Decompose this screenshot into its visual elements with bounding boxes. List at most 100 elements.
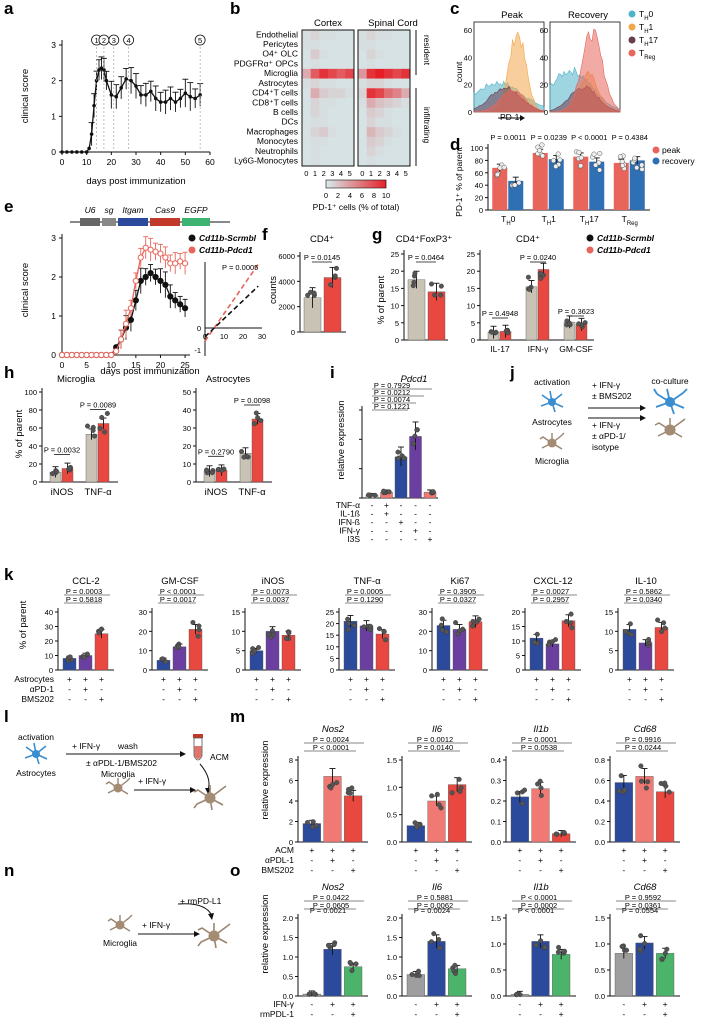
o-3-ytick-label: 0.5 [595,966,605,975]
k-grid-0-row-label: Astrocytes [14,674,54,684]
h-ytick-label: 80 [29,406,37,415]
b-cell-cortex [345,78,355,89]
panel-j-cond1-line1: + IFN-γ [592,380,621,390]
b-cell-spinal [375,39,385,50]
k-6-point [659,629,665,635]
k-4-point [439,616,445,622]
b-cell-cortex [336,136,346,147]
panel-label-f: f [262,225,268,244]
m-1-pvalue: P = 0.0012 [417,735,453,744]
b-cbar-cell [334,180,337,188]
b-cell-spinal [392,78,402,89]
panel-i-ylabel: relative expression [336,400,347,479]
a-point [129,78,133,83]
k-grid-6-cell: - [628,684,631,694]
panel-j-micro-cell [539,432,565,450]
panel-l-step2: wash [117,741,138,751]
k-5-point [568,611,574,617]
a-marker-label: 4 [127,36,131,45]
b-cell-cortex [345,127,355,138]
b-cell-cortex [310,107,320,118]
d-bar-recovery [589,161,605,210]
k-3-pvalue: P = 0.0005 [347,587,383,596]
b-cell-spinal [384,136,393,147]
panel-f-chart: 0 2000 4000 6000 P = 0.0145 [278,252,346,337]
b-cell-spinal [375,156,385,167]
a-point [178,96,183,101]
k-4-point [470,618,476,624]
g2-point [527,286,533,292]
b-cell-cortex [302,78,311,89]
b-row-label: B cells [273,107,298,117]
k-0-point [96,630,102,636]
d-point [494,172,500,178]
b-cell-spinal [392,156,402,167]
o-3-point [662,950,668,956]
panel-n-micro-cell [107,914,133,932]
m-grid-3-cell: - [622,855,625,865]
b-cell-cortex [319,98,329,109]
k-3-point [381,629,387,635]
m-2-ytick-label: 0.1 [491,818,501,827]
b-cell-cortex [302,156,311,167]
k-5-point [568,620,574,626]
panel-label-g: g [372,225,382,244]
o-1-ytick-label: 1.5 [387,934,397,943]
b-cell-cortex [328,39,337,50]
m-2-point [561,830,567,836]
b-cell-spinal [401,49,411,60]
g1-point [432,292,438,298]
b-cell-spinal [375,30,385,41]
m-0-ytick-label: 2 [289,818,293,827]
b-cell-cortex [302,117,311,128]
k-grid-2-cell: + [270,674,275,684]
g-ytick-label: 5 [395,319,399,328]
d-ytick-label: 20 [475,194,483,203]
d-point [557,157,563,163]
h-xtick-label: iNOS [205,487,228,498]
b-cell-spinal [384,98,393,109]
b-cell-cortex [302,49,311,60]
a-point [75,150,79,154]
o-grid-1-cell: - [435,1009,438,1019]
k-1-point [190,619,196,625]
b-cbar-cell [380,180,383,188]
b-cell-cortex [302,98,311,109]
g2-point [582,320,588,326]
k-grid-0-cell: - [100,684,103,694]
b-row-label: DCs [281,117,298,127]
b-cbar-cell [350,180,353,188]
panel-f-title: CD4⁺ [310,234,334,245]
m-0-point [304,819,310,825]
e-construct-label: sg [105,205,114,215]
b-cell-cortex [310,68,320,79]
o-3-point [638,933,644,939]
k-grid-4-cell: - [442,684,445,694]
e-inset-xtick: 30 [258,332,266,341]
panel-b-group-infiltrating: infiltrating [422,107,432,144]
panel-a: clinical score days post immunization 0 1… [20,34,215,187]
h-point [253,410,259,416]
b-cell-cortex [328,127,337,138]
k-grid-4-cell: - [442,694,445,704]
panel-k-condition-grid: AstrocytesαPD-1BMS202+--++-+-++--++-+-++… [14,674,664,704]
k-grid-1-cell: + [177,674,182,684]
o-1-pvalue: P = 0.5881 [417,893,453,902]
h-bar-Cd11b-Scrmbl [85,434,98,483]
i-grid-cell: - [385,534,388,544]
m-0-ytick-label: 6 [289,777,293,786]
k-6-ytick-label: 10 [605,627,613,636]
h-ytick-label: 20 [29,460,37,469]
d-ytick-label: 100 [470,144,483,153]
d-point [593,162,599,168]
k-0-point [84,651,90,657]
m-grid-0-cell: + [330,855,335,865]
h-point [54,469,60,475]
b-cell-spinal [401,146,411,157]
b-cbar-cell [366,180,369,188]
b-cell-spinal [366,98,376,109]
k-0-ytick-label: 0 [49,666,53,675]
b-cell-spinal [401,88,411,99]
i-point [372,492,378,498]
